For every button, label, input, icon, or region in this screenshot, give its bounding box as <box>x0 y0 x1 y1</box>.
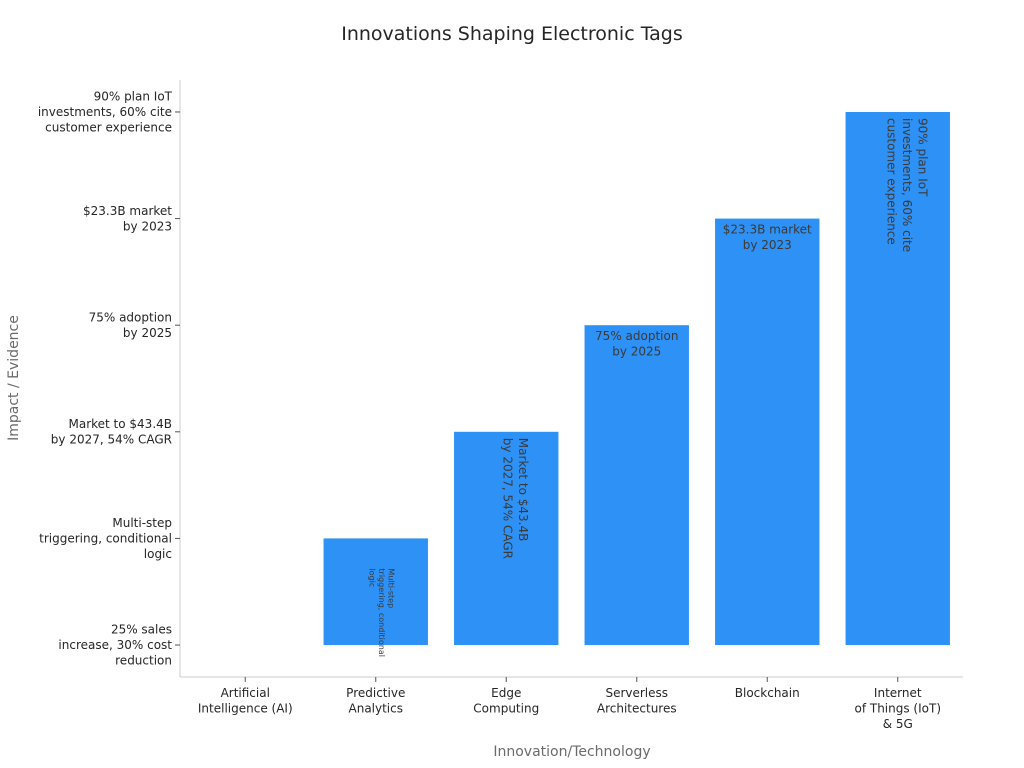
bar-label-5: 90% plan IoTinvestments, 60% citecustome… <box>884 118 929 252</box>
bar-label-4: $23.3B market by 2023 <box>723 223 812 253</box>
x-tick-label-2: Edge Computing <box>473 686 539 716</box>
y-tick-label-3: 75% adoption by 2025 <box>89 310 172 340</box>
bar-2 <box>454 431 559 646</box>
y-tick-label-1: Multi-step triggering, conditional logic <box>39 516 172 561</box>
y-tick-label-5: 90% plan IoT investments, 60% cite custome… <box>38 89 173 134</box>
y-tick-label-4: $23.3B market by 2023 <box>83 204 172 234</box>
x-tick-label-0: Artificial Intelligence (AI) <box>198 686 293 716</box>
x-tick-label-4: Blockchain <box>735 686 800 700</box>
x-tick-label-1: Predictive Analytics <box>346 686 405 716</box>
bar-4 <box>715 218 820 646</box>
bar-label-3: 75% adoption by 2025 <box>595 329 678 359</box>
y-axis-title: Impact / Evidence <box>6 315 22 441</box>
x-tick-label-5: Internet of Things (IoT) & 5G <box>854 686 941 731</box>
plot-area: Multi-steptriggering, conditionallogic Ma… <box>38 80 963 731</box>
bar-3 <box>584 325 689 646</box>
bar-label-2: Market to $43.4Bby 2027, 54% CAGR <box>501 438 531 559</box>
y-tick-label-0: 25% sales increase, 30% cost reduction <box>58 623 172 668</box>
bar-label-1: Multi-steptriggering, conditionallogic <box>367 568 395 657</box>
chart-title: Innovations Shaping Electronic Tags <box>341 23 683 45</box>
x-axis-title: Innovation/Technology <box>493 744 650 760</box>
x-tick-label-3: Serverless Architectures <box>597 686 677 716</box>
y-tick-label-2: Market to $43.4B by 2027, 54% CAGR <box>51 417 172 447</box>
bar-5 <box>845 111 950 646</box>
bar-1 <box>323 538 428 646</box>
